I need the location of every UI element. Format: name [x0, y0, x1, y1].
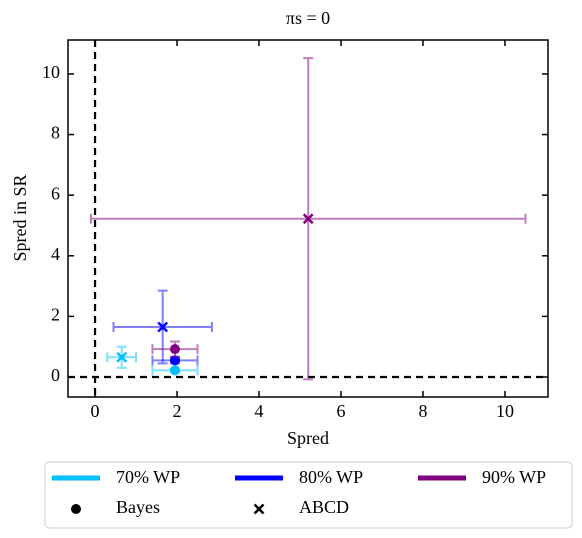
- x-tick-label: 0: [91, 401, 100, 421]
- x-axis-label: Spred: [287, 428, 329, 448]
- point: [71, 504, 81, 514]
- point: [169, 365, 180, 376]
- point: [253, 503, 265, 515]
- x-tick-label: 8: [418, 401, 427, 421]
- legend-label: Bayes: [116, 497, 160, 517]
- y-axis-label: Spred in SR: [10, 174, 30, 261]
- legend-label: 90% WP: [482, 467, 546, 487]
- point: [302, 213, 314, 225]
- legend-label: 80% WP: [299, 467, 363, 487]
- point: [116, 351, 128, 363]
- y-tick-label: 0: [51, 365, 60, 385]
- x-tick-label: 2: [173, 401, 182, 421]
- y-tick-label: 6: [51, 183, 60, 203]
- point: [169, 344, 180, 355]
- x-tick-label: 6: [336, 401, 345, 421]
- legend-label: ABCD: [299, 497, 349, 517]
- y-tick-label: 8: [51, 123, 60, 143]
- point: [157, 321, 169, 333]
- plot-frame: [67, 39, 549, 398]
- y-tick-label: 10: [42, 62, 60, 82]
- y-tick-label: 2: [51, 305, 60, 325]
- x-tick-label: 10: [496, 401, 514, 421]
- y-tick-label: 4: [51, 244, 60, 264]
- chart-title: πs = 0: [286, 8, 330, 28]
- point: [169, 355, 180, 366]
- x-tick-label: 4: [255, 401, 264, 421]
- legend-label: 70% WP: [116, 467, 180, 487]
